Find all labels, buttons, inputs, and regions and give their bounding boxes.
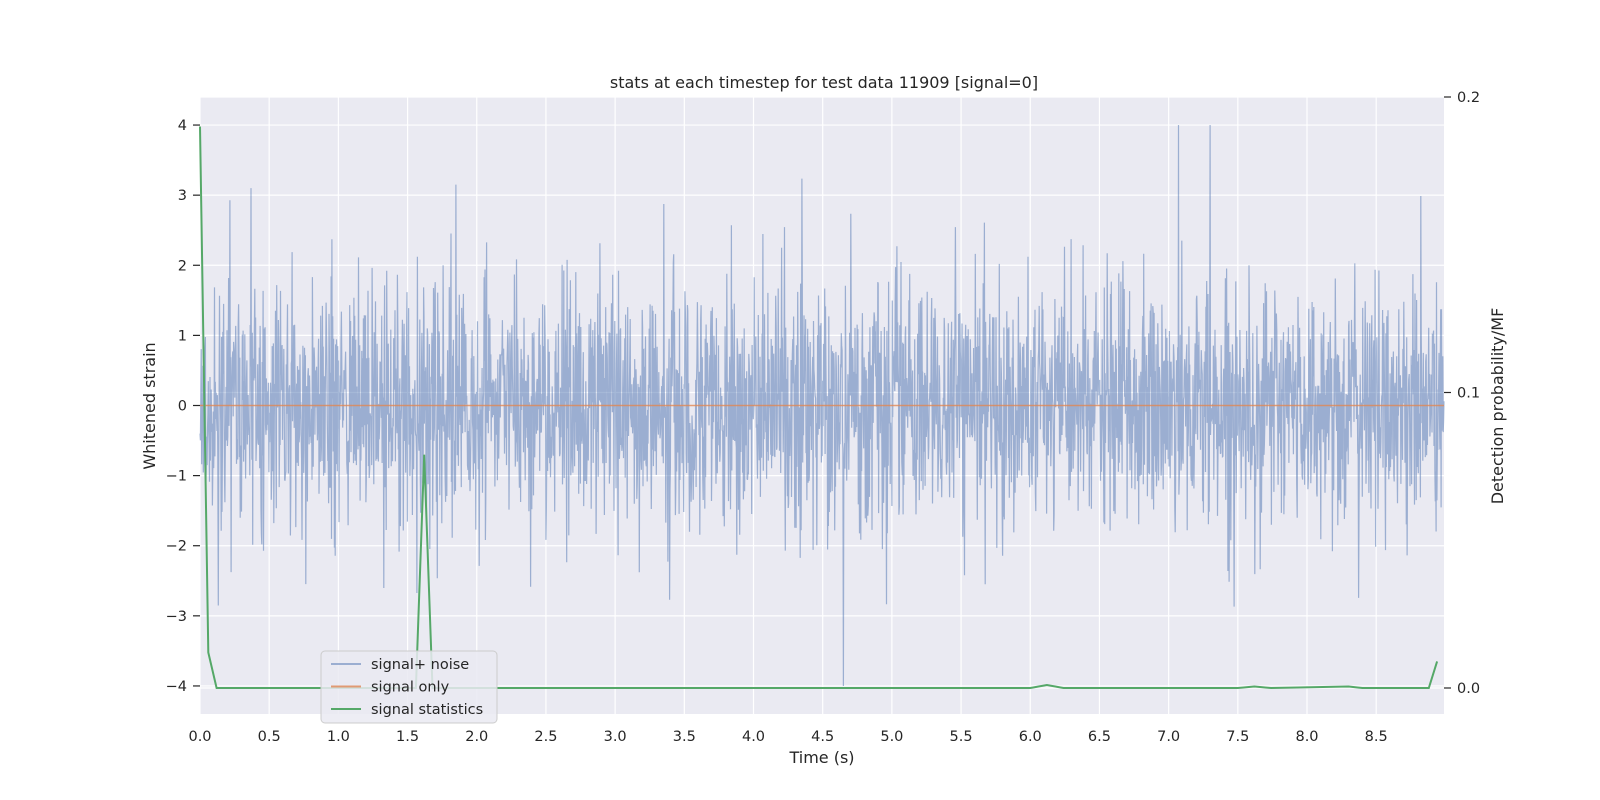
x-tick-label: 3.5	[673, 729, 696, 745]
y2-axis-label: Detection probability/MF	[1488, 308, 1507, 505]
signal-noise-line	[199, 124, 1445, 687]
legend: signal+ noise signal only signal statistic…	[320, 650, 498, 724]
legend-label: signal+ noise	[371, 657, 469, 673]
x-tick-label: 6.0	[1019, 729, 1042, 745]
x-tick-label: 4.5	[811, 729, 834, 745]
y-tick-label: −3	[166, 609, 187, 625]
legend-label: signal statistics	[371, 702, 483, 718]
x-tick-label: 1.5	[396, 729, 419, 745]
y-tick-label: −4	[166, 679, 187, 695]
y2-tick-label: 0.1	[1457, 385, 1480, 401]
x-tick-label: 7.0	[1157, 729, 1180, 745]
y-axis-right: 0.2 0.1 0.0	[1444, 90, 1480, 697]
x-tick-label: 0.5	[258, 729, 281, 745]
x-tick-label: 1.0	[327, 729, 350, 745]
x-tick-label: 3.0	[604, 729, 627, 745]
x-tick-label: 6.5	[1088, 729, 1111, 745]
y-tick-label: −2	[166, 539, 187, 555]
y-tick-label: 1	[178, 328, 187, 344]
x-axis: 0.0 0.5 1.0 1.5 2.0 2.5 3.0 3.5 4.0 4.5 5.0 5.5 6.0 6…	[188, 729, 1387, 745]
legend-box	[320, 650, 498, 724]
y-axis-left: 4 3 2 1 0 −1 −2 −3 −4	[166, 118, 200, 695]
y-tick-label: 2	[178, 258, 187, 274]
x-tick-label: 7.5	[1226, 729, 1249, 745]
x-tick-label: 4.0	[742, 729, 765, 745]
x-tick-label: 2.0	[465, 729, 488, 745]
x-tick-label: 2.5	[534, 729, 557, 745]
signal-noise-series	[199, 124, 1445, 687]
y-tick-label: 0	[178, 399, 187, 415]
legend-label: signal only	[371, 680, 450, 696]
y-tick-label: −1	[166, 469, 187, 485]
x-tick-label: 0.0	[188, 729, 211, 745]
y-tick-label: 3	[178, 188, 187, 204]
y2-tick-label: 0.2	[1457, 90, 1480, 106]
x-tick-label: 8.5	[1365, 729, 1388, 745]
x-axis-label: Time (s)	[788, 748, 854, 767]
chart-title: stats at each timestep for test data 119…	[610, 73, 1038, 92]
y-axis-label: Whitened strain	[140, 342, 159, 469]
x-tick-label: 8.0	[1295, 729, 1318, 745]
x-tick-label: 5.5	[950, 729, 973, 745]
y-tick-label: 4	[178, 118, 187, 134]
x-tick-label: 5.0	[880, 729, 903, 745]
y2-tick-label: 0.0	[1457, 681, 1480, 697]
